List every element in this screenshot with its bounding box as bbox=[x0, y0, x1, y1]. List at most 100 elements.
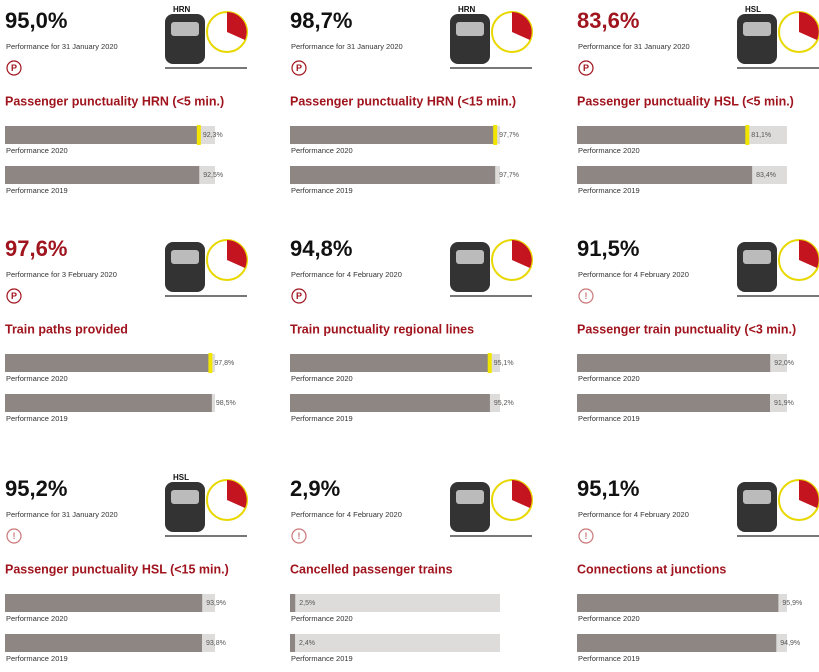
icon-window bbox=[456, 22, 484, 36]
status-icon bbox=[578, 528, 594, 544]
kpi-card: 83,6% Performance for 31 January 2020 P HSL… bbox=[577, 5, 819, 195]
icon-window bbox=[743, 250, 771, 264]
icon-clock-sector bbox=[227, 240, 247, 268]
icon-clock-sector bbox=[512, 240, 532, 268]
icon-label: HRN bbox=[173, 5, 191, 14]
bar-value-label: 95,1% bbox=[494, 360, 514, 367]
bar-name: Performance 2020 bbox=[578, 614, 640, 623]
kpi-icon: 5 bbox=[737, 239, 819, 297]
bar-fill bbox=[577, 394, 770, 412]
bar-name: Performance 2019 bbox=[578, 654, 640, 663]
icon-body bbox=[737, 482, 777, 532]
bar-name: Performance 2019 bbox=[6, 414, 68, 423]
bar-fill bbox=[290, 634, 296, 652]
icon-window bbox=[171, 490, 199, 504]
status-icon-label: ! bbox=[585, 531, 588, 541]
icon-window bbox=[743, 22, 771, 36]
kpi-date: Performance for 31 January 2020 bbox=[291, 42, 403, 51]
status-icon-label: P bbox=[296, 291, 302, 301]
icon-clock-sector bbox=[799, 12, 819, 40]
bar-value-label: 97,7% bbox=[499, 172, 519, 179]
icon-window bbox=[171, 250, 199, 264]
bar-marker bbox=[745, 125, 750, 145]
bar-value-label: 2,4% bbox=[299, 640, 315, 647]
icon-window bbox=[171, 22, 199, 36]
status-icon bbox=[578, 60, 594, 76]
bar-value-label: 95,9% bbox=[782, 600, 802, 607]
kpi-title: Train punctuality regional lines bbox=[290, 322, 474, 336]
bar-value-label: 98,5% bbox=[216, 400, 236, 407]
kpi-value: 95,0% bbox=[5, 8, 67, 33]
bar-name: Performance 2019 bbox=[6, 654, 68, 663]
icon-clock-sector bbox=[512, 12, 532, 40]
kpi-icon bbox=[165, 239, 248, 297]
icon-body bbox=[450, 482, 490, 532]
bar-value-label: 2,5% bbox=[299, 600, 315, 607]
bar-name: Performance 2020 bbox=[6, 146, 68, 155]
bar-fill bbox=[290, 166, 496, 184]
bar-value-label: 92,3% bbox=[203, 132, 223, 139]
kpi-value: 95,2% bbox=[5, 476, 67, 501]
kpi-icon: HSL 5 bbox=[737, 5, 819, 69]
kpi-title: Passenger train punctuality (<3 min.) bbox=[577, 322, 796, 336]
icon-window bbox=[456, 490, 484, 504]
kpi-date: Performance for 31 January 2020 bbox=[6, 42, 118, 51]
kpi-value: 98,7% bbox=[290, 8, 352, 33]
icon-body bbox=[165, 242, 205, 292]
bar-track bbox=[290, 634, 500, 652]
icon-body bbox=[165, 14, 205, 64]
kpi-card: 2,9% Performance for 4 February 2020! Canc… bbox=[290, 476, 533, 663]
status-icon-label: P bbox=[11, 63, 17, 73]
kpi-title: Connections at junctions bbox=[577, 562, 726, 576]
kpi-date: Performance for 3 February 2020 bbox=[6, 270, 117, 279]
kpi-card: 91,5% Performance for 4 February 2020! 5 Pa… bbox=[577, 236, 819, 423]
icon-window bbox=[743, 490, 771, 504]
bar-name: Performance 2020 bbox=[6, 374, 68, 383]
bar-marker bbox=[196, 125, 201, 145]
kpi-date: Performance for 31 January 2020 bbox=[578, 42, 690, 51]
icon-clock-sector bbox=[227, 480, 247, 508]
bar-name: Performance 2020 bbox=[578, 374, 640, 383]
icon-label: 5 bbox=[789, 23, 794, 32]
bar-name: Performance 2019 bbox=[6, 186, 68, 195]
status-icon-label: ! bbox=[298, 531, 301, 541]
status-icon-label: P bbox=[583, 63, 589, 73]
bar-name: Performance 2019 bbox=[578, 414, 640, 423]
bar-value-label: 95,2% bbox=[494, 400, 514, 407]
kpi-title: Passenger punctuality HSL (<15 min.) bbox=[5, 562, 229, 576]
bar-name: Performance 2020 bbox=[6, 614, 68, 623]
bar-marker bbox=[493, 125, 498, 145]
bar-fill bbox=[5, 394, 212, 412]
bar-fill bbox=[577, 166, 753, 184]
status-icon bbox=[291, 60, 307, 76]
bar-name: Performance 2019 bbox=[291, 654, 353, 663]
icon-label: HSL bbox=[173, 473, 189, 482]
status-icon-label: ! bbox=[13, 531, 16, 541]
bar-name: Performance 2020 bbox=[291, 374, 353, 383]
kpi-date: Performance for 31 January 2020 bbox=[6, 510, 118, 519]
kpi-value: 97,6% bbox=[5, 236, 67, 261]
kpi-value: 83,6% bbox=[577, 8, 639, 33]
bar-value-label: 81,1% bbox=[751, 132, 771, 139]
kpi-icon bbox=[737, 479, 819, 537]
kpi-value: 91,5% bbox=[577, 236, 639, 261]
status-icon-label: P bbox=[296, 63, 302, 73]
bar-name: Performance 2019 bbox=[578, 186, 640, 195]
bar-value-label: 83,4% bbox=[756, 172, 776, 179]
bar-name: Performance 2019 bbox=[291, 414, 353, 423]
bar-value-label: 97,8% bbox=[214, 360, 234, 367]
icon-label: 5 bbox=[217, 23, 222, 32]
status-icon bbox=[6, 60, 22, 76]
bar-value-label: 91,9% bbox=[774, 400, 794, 407]
kpi-date: Performance for 4 February 2020 bbox=[291, 270, 402, 279]
status-icon bbox=[6, 528, 22, 544]
kpi-icon bbox=[450, 479, 533, 537]
kpi-date: Performance for 4 February 2020 bbox=[578, 270, 689, 279]
status-icon-label: P bbox=[11, 291, 17, 301]
kpi-card: 95,0% Performance for 31 January 2020 P HRN… bbox=[5, 5, 248, 195]
kpi-card: 94,8% Performance for 4 February 2020 P Tra… bbox=[290, 236, 533, 423]
kpi-card: 98,7% Performance for 31 January 2020 P HRN… bbox=[290, 5, 533, 195]
kpi-card: 95,2% Performance for 31 January 2020! HSL… bbox=[5, 473, 248, 663]
kpi-date: Performance for 4 February 2020 bbox=[578, 510, 689, 519]
